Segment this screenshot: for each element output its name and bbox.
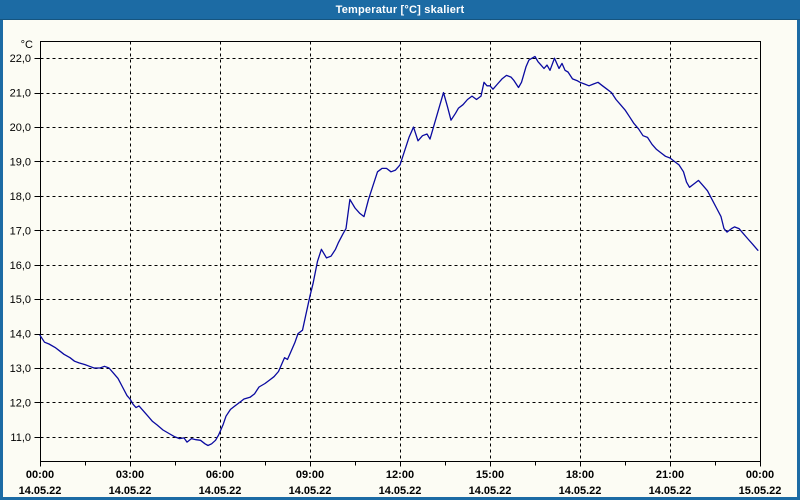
temperature-line: [39, 55, 759, 447]
svg-text:14.05.22: 14.05.22: [649, 485, 692, 497]
window-title: Temperatur [°C] skaliert: [335, 3, 465, 16]
svg-text:16,0: 16,0: [10, 260, 31, 272]
svg-text:14.05.22: 14.05.22: [109, 485, 152, 497]
title-bar: Temperatur [°C] skaliert: [0, 0, 800, 20]
svg-text:15:00: 15:00: [476, 469, 504, 481]
svg-text:14,0: 14,0: [10, 329, 31, 341]
svg-text:15.05.22: 15.05.22: [739, 485, 782, 497]
svg-text:15,0: 15,0: [10, 294, 31, 306]
svg-text:09:00: 09:00: [296, 469, 324, 481]
svg-text:21,0: 21,0: [10, 88, 31, 100]
svg-text:18,0: 18,0: [10, 191, 31, 203]
svg-text:14.05.22: 14.05.22: [19, 485, 62, 497]
x-axis-labels: 00:00 14.05.22 03:00 14.05.22 06:00 14.05.22 0…: [19, 469, 782, 497]
svg-text:13,0: 13,0: [10, 363, 31, 375]
svg-text:17,0: 17,0: [10, 225, 31, 237]
svg-text:12:00: 12:00: [386, 469, 414, 481]
svg-text:06:00: 06:00: [206, 469, 234, 481]
svg-text:12,0: 12,0: [10, 397, 31, 409]
svg-text:19,0: 19,0: [10, 156, 31, 168]
svg-text:14.05.22: 14.05.22: [469, 485, 512, 497]
grid-lines: [40, 41, 761, 462]
svg-text:21:00: 21:00: [656, 469, 684, 481]
temperature-chart: 22,0 21,0 20,0 19,0 18,0 17,0 16,0 15,0 14,0 13,0…: [10, 39, 782, 497]
axis-ticks: [34, 58, 761, 467]
svg-text:22,0: 22,0: [10, 53, 31, 65]
y-axis-labels: 22,0 21,0 20,0 19,0 18,0 17,0 16,0 15,0 14,0 13,0…: [10, 39, 33, 444]
svg-text:18:00: 18:00: [566, 469, 594, 481]
svg-text:°C: °C: [21, 39, 33, 51]
svg-text:00:00: 00:00: [26, 469, 54, 481]
chart-area: 22,0 21,0 20,0 19,0 18,0 17,0 16,0 15,0 14,0 13,0…: [3, 20, 797, 497]
svg-text:14.05.22: 14.05.22: [199, 485, 242, 497]
svg-text:03:00: 03:00: [116, 469, 144, 481]
svg-text:14.05.22: 14.05.22: [289, 485, 332, 497]
svg-text:11,0: 11,0: [10, 432, 31, 444]
svg-text:20,0: 20,0: [10, 122, 31, 134]
svg-text:14.05.22: 14.05.22: [559, 485, 602, 497]
svg-text:00:00: 00:00: [746, 469, 774, 481]
svg-text:14.05.22: 14.05.22: [379, 485, 422, 497]
